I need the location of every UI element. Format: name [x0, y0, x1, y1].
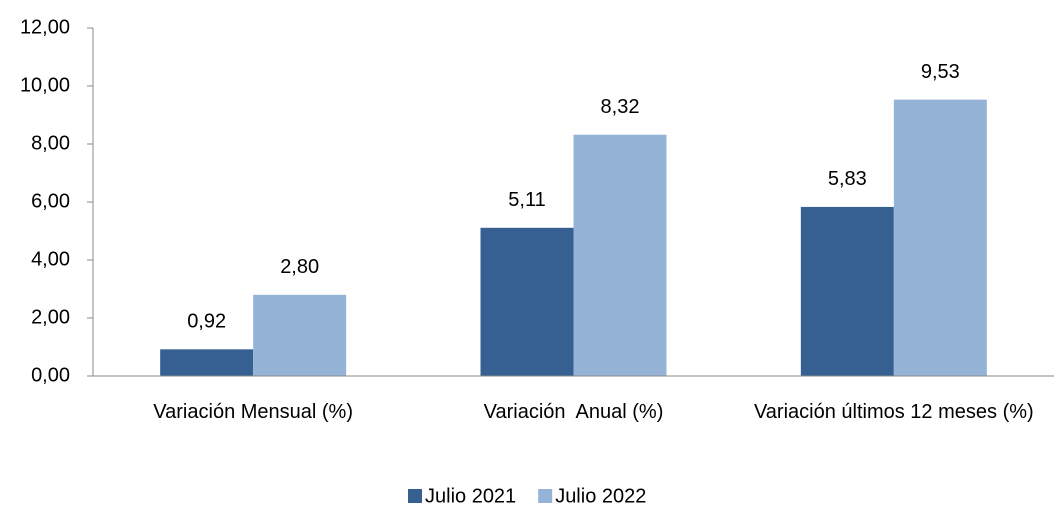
value-label: 8,32	[601, 96, 640, 118]
bar	[480, 227, 574, 376]
value-label: 5,11	[508, 189, 545, 211]
legend-swatch	[538, 489, 553, 503]
bar	[573, 134, 667, 376]
y-tick-label: 12,00	[20, 16, 70, 38]
value-label: 0,92	[187, 311, 226, 333]
bar	[893, 99, 987, 376]
y-tick-label: 10,00	[20, 74, 70, 96]
x-tick-label: Variación últimos 12 meses (%)	[753, 401, 1034, 423]
legend-label: Julio 2021	[425, 485, 516, 507]
y-tick-label: 2,00	[31, 306, 70, 328]
x-tick-label: Variación Anual (%)	[483, 401, 664, 423]
value-label: 5,83	[828, 168, 867, 190]
y-tick-label: 8,00	[31, 132, 70, 154]
value-label: 9,53	[921, 61, 960, 83]
y-tick-label: 0,00	[31, 364, 70, 386]
bar	[800, 206, 894, 376]
bar	[253, 294, 347, 376]
y-tick-label: 4,00	[31, 248, 70, 270]
value-label: 2,80	[280, 256, 319, 278]
legend-label: Julio 2022	[555, 485, 646, 507]
x-tick-label: Variación Mensual (%)	[153, 401, 354, 423]
legend-swatch	[408, 489, 422, 503]
y-tick-label: 6,00	[31, 190, 70, 212]
bar	[160, 349, 254, 376]
